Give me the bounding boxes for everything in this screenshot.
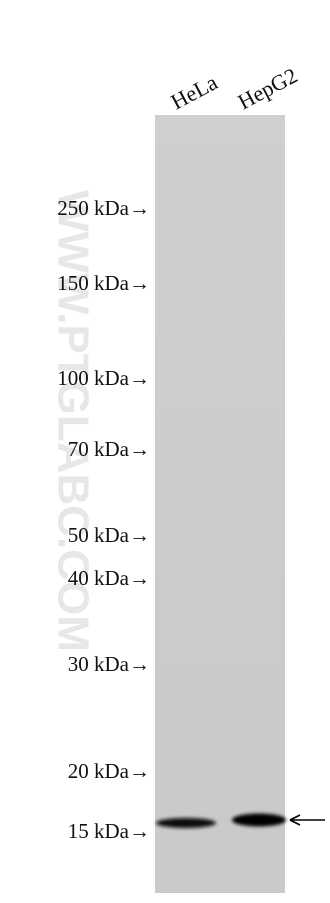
marker-label: 100 kDa→	[57, 366, 150, 390]
band	[232, 813, 286, 827]
band-arrow-head	[289, 814, 301, 826]
marker-label: 250 kDa→	[57, 196, 150, 220]
marker-label: 50 kDa→	[68, 523, 150, 547]
marker-label: 40 kDa→	[68, 566, 150, 590]
lane-label: HepG2	[234, 63, 302, 115]
marker-label: 20 kDa→	[68, 759, 150, 783]
marker-label: 15 kDa→	[68, 819, 150, 843]
marker-label: 30 kDa→	[68, 652, 150, 676]
lane-label: HeLa	[167, 69, 222, 114]
band	[156, 818, 216, 828]
marker-label: 150 kDa→	[57, 271, 150, 295]
watermark: WWW.PTGLABC.COM	[48, 190, 97, 652]
marker-label: 70 kDa→	[68, 437, 150, 461]
blot-membrane	[155, 115, 285, 893]
